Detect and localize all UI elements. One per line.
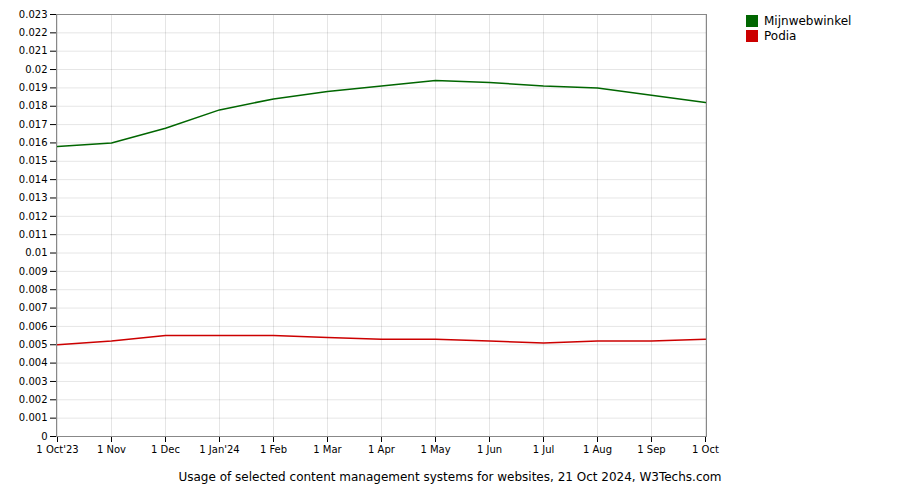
svg-text:1 Feb: 1 Feb [260, 444, 287, 455]
svg-text:1 Sep: 1 Sep [637, 444, 665, 455]
svg-text:0.01: 0.01 [25, 247, 47, 258]
svg-text:0.011: 0.011 [19, 229, 48, 240]
svg-text:1 Aug: 1 Aug [583, 444, 612, 455]
svg-text:0.008: 0.008 [19, 284, 48, 295]
svg-text:0.004: 0.004 [19, 357, 48, 368]
svg-text:0.012: 0.012 [19, 211, 48, 222]
html-text:Mijnwebwinkel: Mijnwebwinkel [764, 14, 852, 28]
svg-text:0.007: 0.007 [19, 302, 48, 313]
svg-text:0.016: 0.016 [19, 137, 48, 148]
svg-text:0.009: 0.009 [19, 266, 48, 277]
svg-text:0.013: 0.013 [19, 192, 48, 203]
svg-text:1 Dec: 1 Dec [151, 444, 180, 455]
svg-text:0.021: 0.021 [19, 45, 48, 56]
svg-text:0.022: 0.022 [19, 27, 48, 38]
svg-text:0.017: 0.017 [19, 119, 48, 130]
html-text:Usage of selected content mana: Usage of selected content management sys… [178, 470, 722, 484]
svg-text:0.02: 0.02 [25, 64, 47, 75]
svg-text:1 Oct'23: 1 Oct'23 [36, 444, 78, 455]
svg-text:0.019: 0.019 [19, 82, 48, 93]
svg-text:1 Jun: 1 Jun [477, 444, 502, 455]
svg-text:0.003: 0.003 [19, 376, 48, 387]
svg-text:0: 0 [41, 431, 47, 442]
html-text:Podia: Podia [764, 29, 797, 43]
svg-text:0.002: 0.002 [19, 394, 48, 405]
svg-text:1 Jul: 1 Jul [533, 444, 555, 455]
svg-text:1 Jan'24: 1 Jan'24 [199, 444, 239, 455]
svg-text:0.006: 0.006 [19, 321, 48, 332]
svg-text:0.001: 0.001 [19, 412, 48, 423]
svg-text:0.005: 0.005 [19, 339, 48, 350]
svg-text:0.015: 0.015 [19, 155, 48, 166]
svg-text:0.014: 0.014 [19, 174, 48, 185]
svg-text:1 Nov: 1 Nov [97, 444, 126, 455]
svg-text:1 Oct: 1 Oct [692, 444, 719, 455]
svg-text:0.023: 0.023 [19, 9, 48, 20]
svg-text:1 May: 1 May [420, 444, 450, 455]
svg-text:1 Apr: 1 Apr [368, 444, 396, 455]
svg-text:1 Mar: 1 Mar [313, 444, 342, 455]
svg-text:0.018: 0.018 [19, 100, 48, 111]
